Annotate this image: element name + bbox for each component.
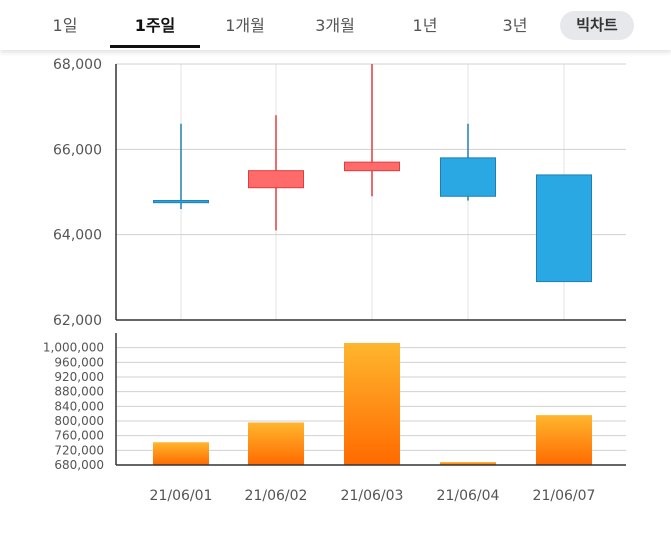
volume-tick-label: 800,000	[54, 414, 104, 428]
price-tick-label: 64,000	[53, 228, 102, 244]
date-tick-label: 21/06/04	[437, 488, 500, 504]
active-tab-indicator	[110, 45, 200, 48]
tab-3-month[interactable]: 3개월	[315, 16, 355, 35]
price-tick-label: 68,000	[53, 57, 102, 73]
tab-1-year[interactable]: 1년	[412, 16, 438, 35]
volume-bar	[153, 442, 209, 465]
price-tick-label: 66,000	[53, 142, 102, 158]
price-tick-label: 62,000	[53, 313, 102, 329]
volume-tick-label: 960,000	[54, 355, 104, 369]
candle-body	[248, 170, 304, 189]
volume-tick-label: 680,000	[54, 458, 104, 472]
date-tick-label: 21/06/07	[533, 488, 596, 504]
candle-body	[344, 161, 400, 172]
tab-3-year[interactable]: 3년	[502, 16, 528, 35]
volume-tick-label: 880,000	[54, 385, 104, 399]
date-tick-label: 21/06/03	[341, 488, 404, 504]
volume-bar	[248, 422, 304, 465]
volume-bar	[536, 415, 592, 465]
candle-body	[536, 174, 592, 283]
period-tab-bar: 1일 1주일 1개월 3개월 1년 3년 빅차트	[0, 0, 671, 50]
tab-1-week[interactable]: 1주일	[134, 16, 176, 35]
volume-tick-label: 720,000	[54, 443, 104, 457]
big-chart-button[interactable]: 빅차트	[560, 11, 634, 40]
date-tick-label: 21/06/02	[245, 488, 308, 504]
volume-tick-label: 920,000	[54, 370, 104, 384]
date-tick-label: 21/06/01	[150, 488, 213, 504]
volume-bar	[344, 343, 400, 465]
volume-tick-label: 1,000,000	[43, 341, 104, 355]
tab-1-month[interactable]: 1개월	[225, 16, 265, 35]
volume-bar	[440, 462, 496, 466]
candle-body	[153, 200, 209, 204]
volume-tick-label: 760,000	[54, 429, 104, 443]
tab-1-day[interactable]: 1일	[52, 16, 78, 35]
volume-tick-label: 840,000	[54, 399, 104, 413]
candle-body	[440, 157, 496, 197]
